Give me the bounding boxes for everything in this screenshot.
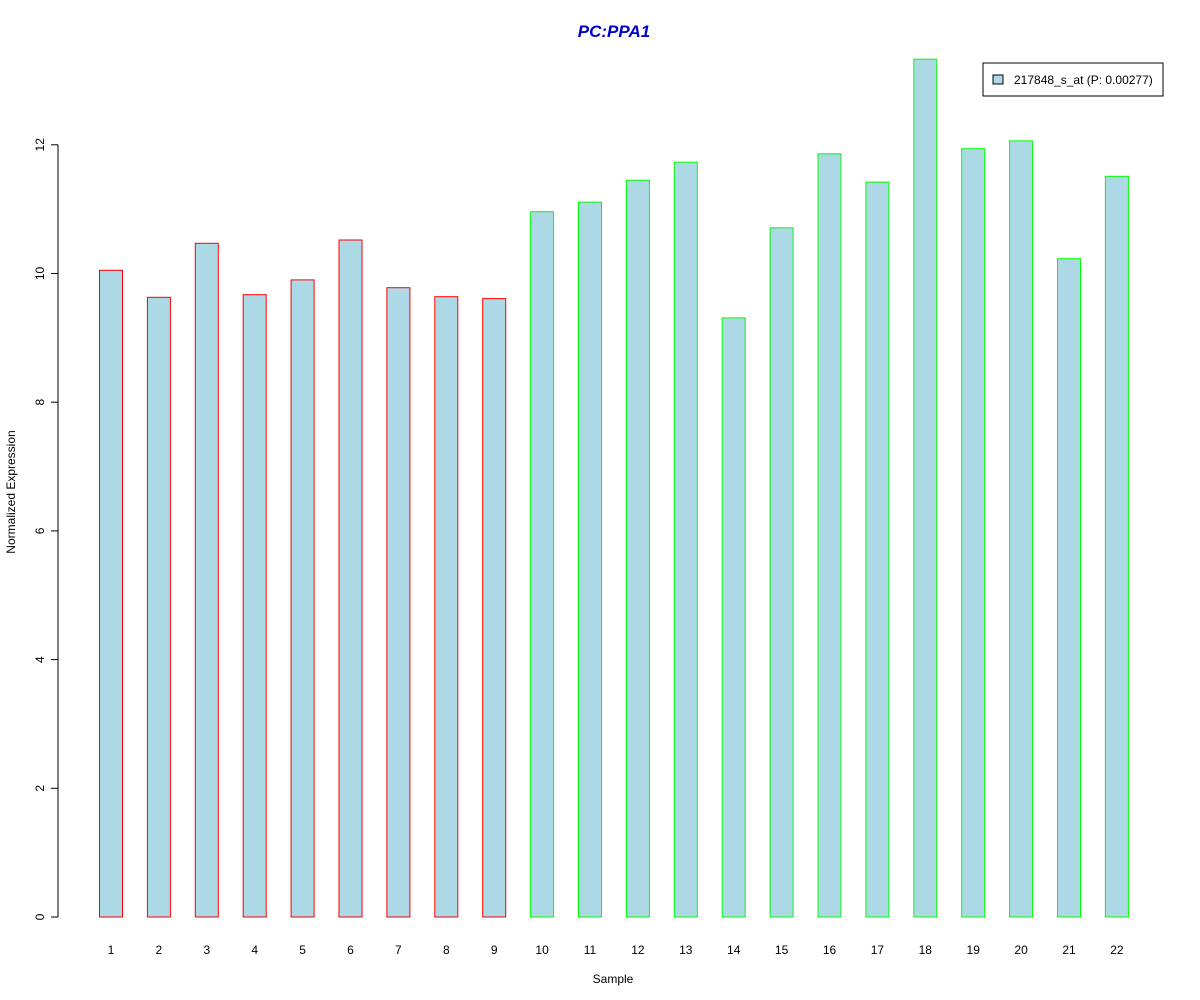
x-tick-label: 13 bbox=[679, 943, 693, 957]
chart-title: PC:PPA1 bbox=[578, 22, 650, 41]
legend-label: 217848_s_at (P: 0.00277) bbox=[1014, 73, 1153, 87]
bar bbox=[1009, 140, 1034, 918]
x-tick-label: 21 bbox=[1062, 943, 1076, 957]
bar bbox=[434, 296, 459, 918]
bar bbox=[530, 211, 555, 918]
x-tick-label: 4 bbox=[251, 943, 258, 957]
y-tick-label: 6 bbox=[33, 527, 47, 534]
bar bbox=[721, 317, 746, 918]
legend-swatch bbox=[992, 74, 1004, 85]
bar bbox=[194, 242, 219, 918]
bar bbox=[99, 269, 123, 918]
x-axis: 1 2 3 4 5 6 7 8 9 10 11 12 13 14 15 16 17 18 19 20 21 22 bbox=[108, 943, 1124, 957]
x-tick-label: 5 bbox=[299, 943, 306, 957]
x-tick-label: 19 bbox=[967, 943, 981, 957]
y-tick-label: 12 bbox=[33, 138, 47, 152]
bar bbox=[625, 179, 650, 918]
bars-group bbox=[99, 58, 1129, 918]
x-tick-label: 1 bbox=[108, 943, 115, 957]
y-tick-label: 2 bbox=[33, 785, 47, 792]
bar bbox=[769, 227, 794, 918]
x-tick-label: 10 bbox=[535, 943, 549, 957]
bar bbox=[865, 181, 890, 918]
x-tick-label: 14 bbox=[727, 943, 741, 957]
bar bbox=[578, 201, 602, 918]
bar bbox=[913, 58, 938, 918]
x-tick-label: 20 bbox=[1014, 943, 1028, 957]
bar bbox=[1104, 175, 1129, 918]
x-tick-label: 17 bbox=[871, 943, 885, 957]
x-tick-label: 16 bbox=[823, 943, 837, 957]
x-tick-label: 6 bbox=[347, 943, 354, 957]
y-axis-label: Normalized Expression bbox=[4, 430, 18, 553]
bar bbox=[817, 153, 842, 918]
bar bbox=[482, 298, 507, 918]
x-tick-label: 15 bbox=[775, 943, 789, 957]
y-tick-label: 0 bbox=[33, 913, 47, 920]
x-tick-label: 3 bbox=[203, 943, 210, 957]
y-tick-label: 10 bbox=[33, 267, 47, 281]
bar bbox=[338, 239, 363, 918]
legend-box bbox=[982, 62, 1164, 97]
y-tick-label: 4 bbox=[33, 656, 47, 663]
x-tick-label: 12 bbox=[631, 943, 645, 957]
bar bbox=[673, 161, 698, 918]
legend: 217848_s_at (P: 0.00277) bbox=[982, 62, 1164, 97]
bar bbox=[961, 148, 986, 918]
bar bbox=[290, 279, 315, 918]
x-tick-label: 8 bbox=[443, 943, 450, 957]
x-tick-label: 18 bbox=[919, 943, 933, 957]
x-tick-label: 22 bbox=[1110, 943, 1124, 957]
bar bbox=[146, 296, 171, 918]
x-tick-label: 11 bbox=[584, 943, 597, 957]
x-axis-label: Sample bbox=[593, 972, 634, 986]
bar bbox=[386, 287, 411, 918]
x-tick-label: 2 bbox=[156, 943, 163, 957]
bar bbox=[242, 294, 267, 918]
x-tick-label: 7 bbox=[395, 943, 402, 957]
bar bbox=[1057, 258, 1081, 918]
x-tick-label: 9 bbox=[491, 943, 498, 957]
y-axis: 0 2 4 6 8 10 12 bbox=[33, 138, 59, 920]
y-tick-label: 8 bbox=[33, 399, 47, 406]
